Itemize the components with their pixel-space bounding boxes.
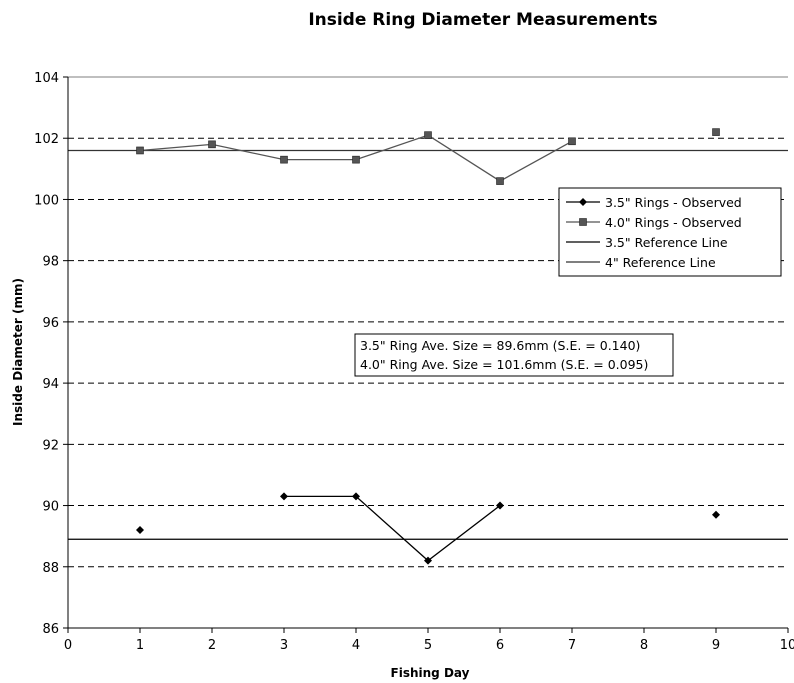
legend-label-2: 3.5" Reference Line — [605, 235, 728, 250]
y-tick-label-102: 102 — [34, 132, 59, 147]
x-axis-title: Fishing Day — [391, 666, 470, 680]
tick-labels: 86 88 90 92 94 96 98 100 102 104 0 1 2 3 4 5 6 7 8 9 10 — [34, 71, 794, 653]
y-tick-label-100: 100 — [34, 193, 59, 208]
y-tick-label-88: 88 — [42, 561, 59, 576]
y-tick-label-98: 98 — [42, 255, 59, 270]
x-tick-label-4: 4 — [352, 638, 360, 653]
y-axis-title: Inside Diameter (mm) — [11, 278, 25, 426]
x-tick-label-6: 6 — [496, 638, 504, 653]
data-series — [136, 128, 720, 565]
x-tick-label-5: 5 — [424, 638, 432, 653]
y-tick-label-92: 92 — [42, 438, 59, 453]
legend-swatch-marker-1 — [579, 218, 587, 226]
series-0 — [136, 492, 720, 565]
y-tick-label-86: 86 — [42, 622, 59, 637]
series-1-point-1 — [208, 140, 216, 149]
gridlines — [68, 137, 788, 568]
legend-label-1: 4.0" Rings - Observed — [605, 215, 742, 230]
legend: 3.5" Rings - Observed 4.0" Rings - Observ… — [558, 187, 782, 277]
annotation-line-1: 3.5" Ring Ave. Size = 89.6mm (S.E. = 0.1… — [360, 338, 640, 353]
x-tick-label-3: 3 — [280, 638, 288, 653]
annotation-frame — [354, 333, 674, 377]
x-tick-label-0: 0 — [64, 638, 72, 653]
series-0-point-5 — [712, 510, 720, 519]
x-tick-label-9: 9 — [712, 638, 720, 653]
legend-label-3: 4" Reference Line — [605, 255, 716, 270]
y-tick-label-96: 96 — [42, 316, 59, 331]
x-tick-label-7: 7 — [568, 638, 576, 653]
series-0-point-2 — [352, 492, 360, 501]
x-tick-label-10: 10 — [780, 638, 794, 653]
x-tick-label-8: 8 — [640, 638, 648, 653]
series-1-point-4 — [424, 131, 432, 139]
y-tick-label-104: 104 — [34, 71, 59, 86]
series-0-point-1 — [280, 492, 288, 501]
series-0-line-0 — [284, 495, 501, 562]
series-1 — [136, 128, 720, 185]
series-1-point-7 — [712, 128, 720, 136]
series-0-point-3 — [424, 556, 432, 565]
series-0-point-0 — [136, 526, 144, 535]
legend-box — [558, 187, 782, 277]
axes — [63, 76, 789, 633]
chart-title: Inside Ring Diameter Measurements — [308, 10, 657, 30]
series-1-point-2 — [280, 155, 288, 164]
x-tick-label-1: 1 — [136, 638, 144, 653]
annotation-line-2: 4.0" Ring Ave. Size = 101.6mm (S.E. = 0.… — [360, 357, 648, 372]
legend-swatch-marker-0 — [579, 198, 587, 206]
series-1-point-0 — [136, 146, 144, 155]
series-1-point-3 — [352, 155, 360, 164]
series-1-point-6 — [568, 137, 576, 146]
series-0-point-4 — [496, 501, 504, 510]
y-tick-label-94: 94 — [42, 377, 59, 392]
x-tick-label-2: 2 — [208, 638, 216, 653]
reference-lines — [68, 149, 788, 540]
legend-label-0: 3.5" Rings - Observed — [605, 195, 742, 210]
annotation-box: 3.5" Ring Ave. Size = 89.6mm (S.E. = 0.1… — [354, 333, 674, 377]
series-1-point-5 — [496, 177, 504, 185]
y-tick-label-90: 90 — [42, 500, 59, 515]
